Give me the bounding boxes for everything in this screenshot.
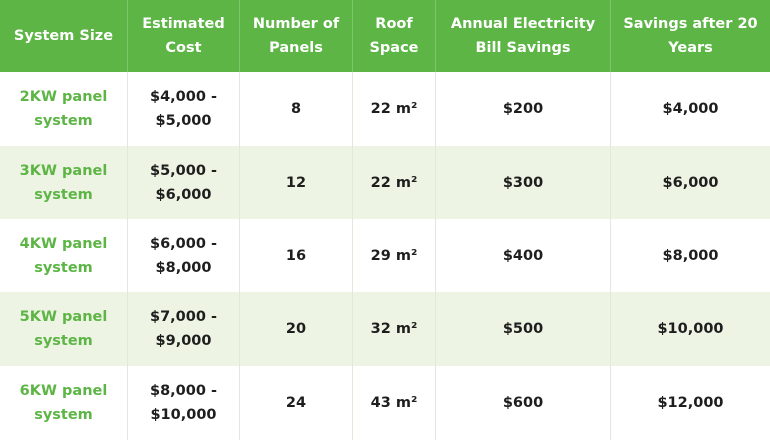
table-cell: 22 m² xyxy=(353,146,436,219)
table-cell: $4,000 - $5,000 xyxy=(128,72,240,146)
header-cell: Roof Space xyxy=(353,0,436,72)
table-cell: $500 xyxy=(436,292,611,366)
table-cell: $6,000 - $8,000 xyxy=(128,219,240,292)
table-cell: 43 m² xyxy=(353,366,436,440)
row-label: 2KW panel system xyxy=(0,72,128,146)
table-cell: 29 m² xyxy=(353,219,436,292)
table-cell: $4,000 xyxy=(611,72,770,146)
table-cell: 8 xyxy=(240,72,353,146)
table-cell: $7,000 - $9,000 xyxy=(128,292,240,366)
table-cell: $8,000 xyxy=(611,219,770,292)
table-cell: 16 xyxy=(240,219,353,292)
header-cell: Number of Panels xyxy=(240,0,353,72)
header-cell: Estimated Cost xyxy=(128,0,240,72)
header-cell: Savings after 20 Years xyxy=(611,0,770,72)
row-label: 3KW panel system xyxy=(0,146,128,219)
table-cell: 32 m² xyxy=(353,292,436,366)
table-cell: $8,000 - $10,000 xyxy=(128,366,240,440)
table-cell: 24 xyxy=(240,366,353,440)
row-label: 4KW panel system xyxy=(0,219,128,292)
row-label: 5KW panel system xyxy=(0,292,128,366)
header-cell: Annual Electricity Bill Savings xyxy=(436,0,611,72)
row-label: 6KW panel system xyxy=(0,366,128,440)
header-cell: System Size xyxy=(0,0,128,72)
table-cell: 22 m² xyxy=(353,72,436,146)
table-cell: 12 xyxy=(240,146,353,219)
table-cell: $200 xyxy=(436,72,611,146)
table-cell: 20 xyxy=(240,292,353,366)
table-cell: $5,000 - $6,000 xyxy=(128,146,240,219)
table-cell: $400 xyxy=(436,219,611,292)
table-cell: $10,000 xyxy=(611,292,770,366)
table-cell: $12,000 xyxy=(611,366,770,440)
table-cell: $600 xyxy=(436,366,611,440)
table-cell: $6,000 xyxy=(611,146,770,219)
table-cell: $300 xyxy=(436,146,611,219)
